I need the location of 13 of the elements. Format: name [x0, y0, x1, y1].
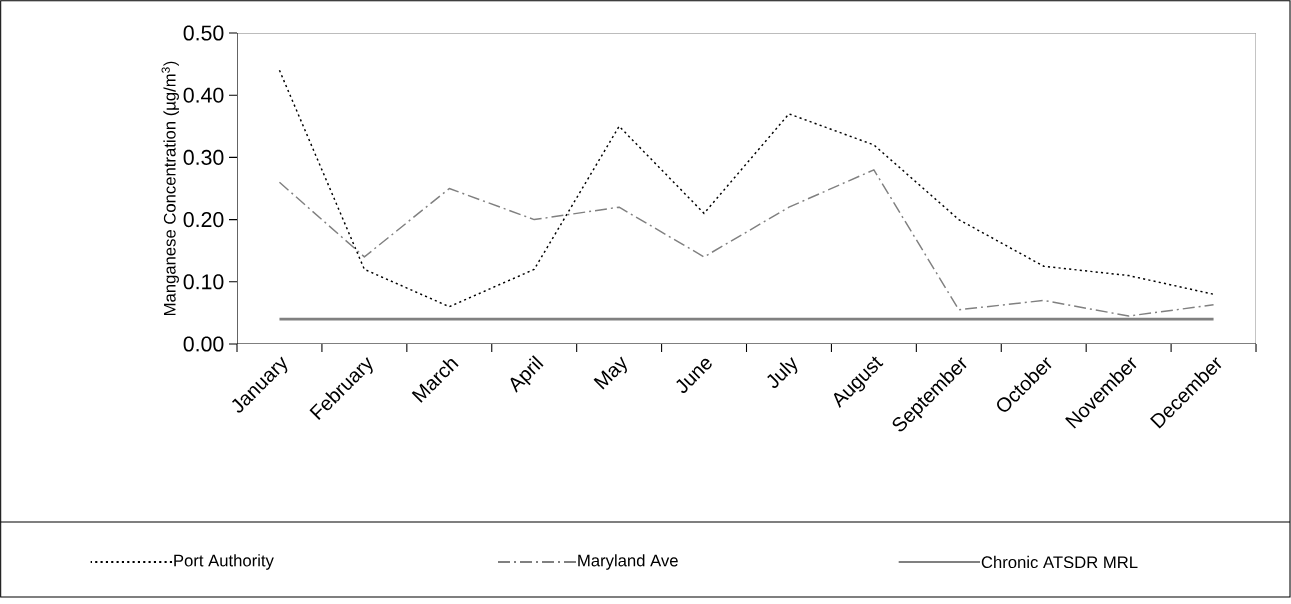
y-axis-title: Manganese Concentration (µg/m$^{3}$): [161, 61, 179, 316]
legend-label: Port Authority: [174, 554, 274, 570]
y-tick-label: 0.20: [183, 212, 224, 228]
x-tick-label: July: [767, 357, 798, 388]
y-tick-label: 0.40: [183, 87, 224, 103]
y-tick-label: 0.50: [183, 25, 224, 41]
y-tick-label: 0.30: [183, 149, 224, 165]
line-series: [278, 69, 1215, 308]
legend-label: Chronic ATSDR MRL: [981, 555, 1138, 569]
legend-label: Maryland Ave: [578, 554, 678, 570]
y-tick-label: 0.00: [183, 336, 224, 352]
line-series: [278, 169, 1215, 317]
y-tick-label: 0.10: [183, 274, 224, 290]
